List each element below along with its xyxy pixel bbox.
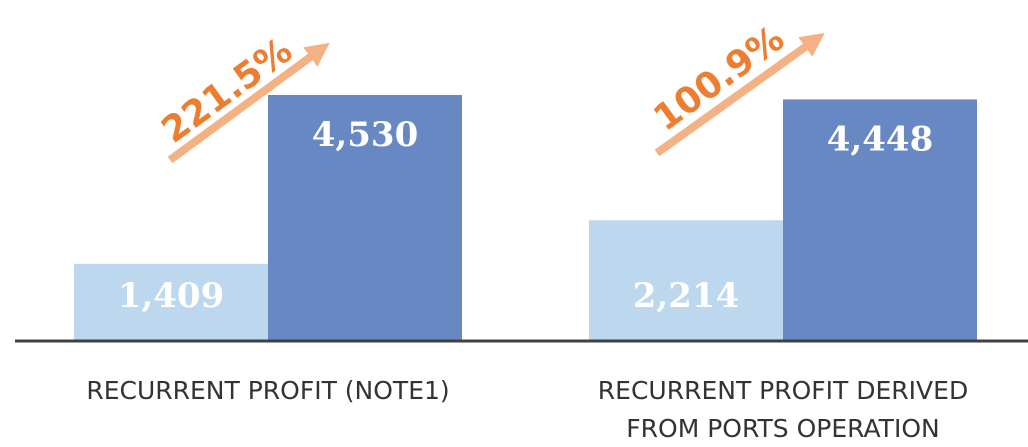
growth-label: 100.9%	[646, 18, 791, 139]
growth-arrow	[167, 42, 330, 164]
category-label: RECURRENT PROFIT DERIVED FROM PORTS OPER…	[597, 376, 969, 443]
value-label: 1,409	[118, 276, 224, 316]
bar	[268, 95, 462, 340]
value-label: 4,530	[312, 115, 418, 155]
value-label: 2,214	[633, 276, 739, 316]
bar	[74, 263, 268, 340]
growth-arrow	[654, 33, 825, 157]
value-label: 4,448	[827, 119, 933, 159]
category-label: RECURRENT PROFIT (NOTE1)	[86, 376, 450, 405]
bar	[783, 99, 977, 340]
bar	[589, 220, 783, 340]
